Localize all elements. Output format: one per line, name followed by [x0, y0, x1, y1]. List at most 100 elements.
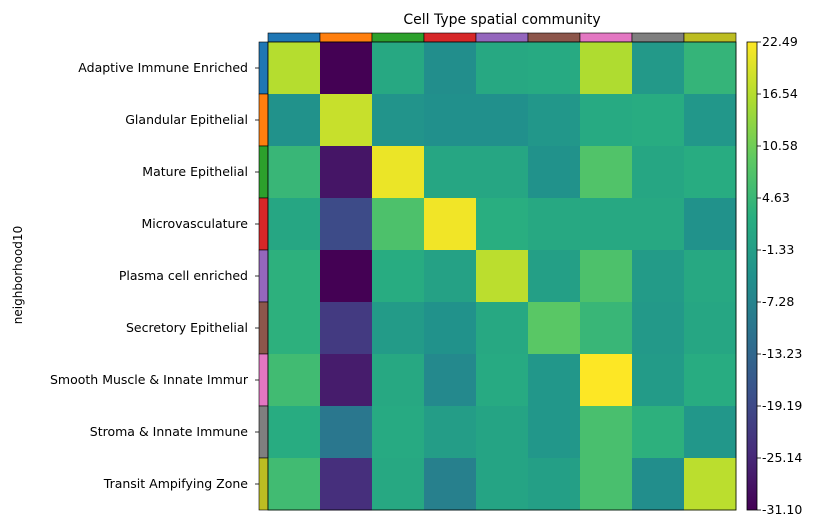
heatmap-cell — [424, 198, 477, 251]
column-color-bar — [267, 32, 737, 43]
heatmap-cell — [684, 94, 737, 147]
heatmap-cell — [372, 302, 425, 355]
heatmap-cell — [372, 94, 425, 147]
column-color-swatch — [475, 32, 529, 43]
heatmap-cell — [528, 354, 581, 407]
heatmap-cell — [684, 42, 737, 95]
heatmap-cell — [320, 354, 373, 407]
colorbar-ticks: 22.49 16.54 10.58 4.63 -1.33 -7.28 -13.23 -19.1… — [757, 34, 802, 517]
heatmap-cell — [424, 94, 477, 147]
heatmap-cell — [684, 250, 737, 303]
heatmap-cell — [268, 146, 321, 199]
heatmap-cell — [476, 198, 529, 251]
heatmap-cell — [320, 42, 373, 95]
heatmap-cell — [372, 146, 425, 199]
column-color-swatch — [579, 32, 633, 43]
heatmap-cell — [528, 94, 581, 147]
row-label: Plasma cell enriched — [119, 268, 248, 283]
heatmap-cell — [632, 406, 685, 459]
colorbar-tick-label: -13.23 — [762, 346, 802, 361]
heatmap-cell — [476, 302, 529, 355]
colorbar — [746, 41, 758, 511]
heatmap-cell — [476, 42, 529, 95]
heatmap-cell — [528, 146, 581, 199]
heatmap-cell — [684, 406, 737, 459]
heatmap-cell — [632, 146, 685, 199]
heatmap-cell — [372, 354, 425, 407]
heatmap-cell — [424, 354, 477, 407]
row-color-swatch — [258, 93, 269, 147]
heatmap-cell — [684, 198, 737, 251]
heatmap-cell — [632, 458, 685, 511]
heatmap-cell — [580, 198, 633, 251]
row-color-swatch — [258, 301, 269, 355]
heatmap-cell — [476, 250, 529, 303]
heatmap-cell — [684, 302, 737, 355]
row-color-swatch — [258, 197, 269, 251]
heatmap-cell — [268, 354, 321, 407]
heatmap-cell — [632, 198, 685, 251]
heatmap-cell — [580, 94, 633, 147]
heatmap-cell — [320, 198, 373, 251]
heatmap-cell — [476, 458, 529, 511]
heatmap-cell — [424, 146, 477, 199]
colorbar-tick-label: -25.14 — [762, 450, 802, 465]
colorbar-tick-label: 16.54 — [762, 86, 798, 101]
heatmap-cell — [268, 42, 321, 95]
column-color-swatch — [319, 32, 373, 43]
row-labels: Adaptive Immune Enriched Glandular Epithe… — [50, 60, 259, 491]
heatmap-cell — [320, 458, 373, 511]
column-color-swatch — [267, 32, 321, 43]
heatmap-cell — [424, 406, 477, 459]
chart-title: Cell Type spatial community — [403, 12, 600, 28]
heatmap-cell — [580, 146, 633, 199]
row-label: Smooth Muscle & Innate Immur — [50, 372, 249, 387]
heatmap-cell — [580, 406, 633, 459]
heatmap-cell — [476, 354, 529, 407]
heatmap-cell — [476, 146, 529, 199]
heatmap-cell — [320, 94, 373, 147]
heatmap-cell — [268, 406, 321, 459]
heatmap-cell — [580, 354, 633, 407]
column-color-swatch — [631, 32, 685, 43]
heatmap-cell — [528, 406, 581, 459]
heatmap-cell — [528, 250, 581, 303]
row-color-swatch — [258, 41, 269, 95]
heatmap-cell — [476, 94, 529, 147]
row-label: Transit Ampifying Zone — [103, 476, 249, 491]
heatmap-cell — [684, 354, 737, 407]
heatmap-cell — [320, 302, 373, 355]
heatmap-cell — [580, 42, 633, 95]
heatmap-cell — [268, 458, 321, 511]
column-color-swatch — [423, 32, 477, 43]
heatmap-cell — [528, 198, 581, 251]
row-color-swatch — [258, 457, 269, 511]
row-label: Secretory Epithelial — [126, 320, 248, 335]
colorbar-tick-label: 22.49 — [762, 34, 798, 49]
heatmap-cell — [372, 198, 425, 251]
heatmap-cell — [528, 302, 581, 355]
heatmap-cell — [528, 458, 581, 511]
heatmap-cell — [424, 458, 477, 511]
heatmap-cell — [372, 42, 425, 95]
heatmap-cell — [632, 302, 685, 355]
colorbar-tick-label: -1.33 — [762, 242, 794, 257]
colorbar-tick-label: -7.28 — [762, 294, 794, 309]
y-axis-label: neighborhood10 — [11, 226, 25, 324]
heatmap-cell — [268, 250, 321, 303]
heatmap-cell — [632, 42, 685, 95]
heatmap-cell — [632, 354, 685, 407]
row-color-swatch — [258, 145, 269, 199]
row-label: Adaptive Immune Enriched — [78, 60, 248, 75]
column-color-swatch — [371, 32, 425, 43]
row-color-swatch — [258, 353, 269, 407]
row-label: Stroma & Innate Immune — [90, 424, 249, 439]
heatmap-cell — [320, 406, 373, 459]
heatmap-cell — [268, 94, 321, 147]
heatmap-cell — [372, 458, 425, 511]
heatmap-frame — [267, 41, 737, 511]
row-label: Mature Epithelial — [142, 164, 248, 179]
heatmap-cell — [684, 146, 737, 199]
heatmap-cell — [580, 250, 633, 303]
